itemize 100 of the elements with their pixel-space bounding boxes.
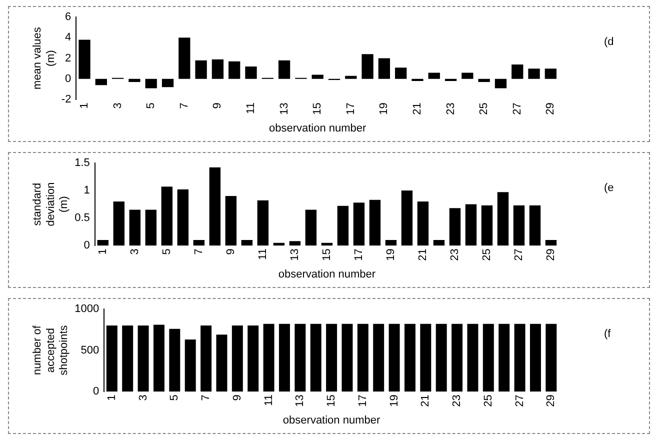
x-tick-label: 23 (451, 394, 464, 407)
bar (257, 200, 269, 246)
bar (449, 208, 461, 246)
y-tick-label: 1 (84, 184, 90, 197)
bar (228, 61, 240, 79)
bar (494, 78, 507, 88)
x-tick-label: 7 (178, 102, 190, 109)
bar (512, 64, 524, 79)
bar (145, 78, 157, 88)
bar (462, 72, 474, 79)
x-tick-label: 23 (444, 102, 457, 115)
bar (546, 324, 557, 392)
x-tick-label: 3 (137, 394, 150, 401)
x-tick-label: 19 (384, 248, 397, 261)
bar (128, 78, 140, 82)
y-axis-title: mean values (m) (32, 26, 57, 90)
bar (248, 326, 259, 392)
bar (401, 190, 413, 246)
bar (145, 210, 157, 246)
bar (420, 324, 432, 392)
x-tick-label: 13 (278, 102, 290, 115)
bar (184, 340, 196, 392)
bar (378, 58, 390, 79)
text: (f (604, 328, 612, 340)
bar (209, 167, 221, 246)
y-tick-label: 1000 (74, 303, 100, 316)
bar (177, 189, 189, 246)
bar (97, 240, 108, 246)
y-tick-label: 2 (65, 52, 72, 64)
x-tick-label: 27 (514, 394, 526, 407)
x-tick-label: 25 (481, 248, 494, 261)
bar (433, 240, 445, 246)
bar (245, 66, 257, 79)
x-tick-label: 21 (417, 248, 429, 261)
bar (263, 324, 274, 392)
x-tick-label: 21 (420, 394, 432, 407)
bar (353, 202, 365, 246)
bar (465, 204, 477, 246)
bar (122, 326, 134, 392)
x-tick-label: 5 (145, 102, 158, 109)
bar (385, 240, 397, 246)
bar (310, 324, 322, 392)
x-tick-label: 25 (482, 394, 494, 407)
x-tick-label: 9 (231, 394, 244, 401)
y-tick-label: 0 (84, 240, 90, 252)
bar (497, 192, 509, 246)
bar (428, 72, 440, 79)
bar (544, 68, 557, 79)
bar (357, 324, 368, 392)
x-tick-label: 15 (312, 102, 324, 115)
x-tick-label: 19 (378, 102, 390, 115)
bar (138, 326, 149, 392)
x-tick-label: 7 (192, 248, 205, 255)
y-tick-label: 4 (65, 32, 72, 44)
bar (342, 324, 353, 392)
x-tick-label: 23 (449, 248, 462, 261)
x-tick-label: 17 (356, 394, 369, 407)
x-tick-label: 3 (112, 102, 124, 109)
x-tick-label: 29 (544, 102, 557, 115)
x-tick-label: 1 (106, 394, 118, 401)
bar (498, 324, 510, 392)
y-tick-label: 0.5 (74, 212, 90, 224)
bar (513, 205, 525, 246)
x-tick-label: 5 (160, 248, 173, 255)
bar (113, 202, 124, 246)
bar (178, 38, 190, 79)
bar (232, 326, 243, 392)
bar (294, 324, 306, 392)
bar (162, 78, 174, 88)
bar (312, 74, 324, 79)
y-tick-label: 0 (92, 386, 100, 398)
x-tick-label: 21 (412, 102, 424, 115)
x-axis-title: observation number (282, 414, 380, 426)
bar (278, 324, 290, 392)
x-tick-label: 1 (96, 248, 109, 255)
bar (216, 334, 228, 392)
bar (529, 205, 541, 246)
bar (404, 324, 416, 392)
bar (169, 328, 180, 392)
y-tick-label: 500 (80, 344, 100, 356)
x-tick-label: 19 (388, 394, 400, 407)
bar (528, 68, 540, 79)
x-tick-label: 11 (262, 394, 275, 406)
bar (478, 78, 490, 82)
x-tick-label: 3 (128, 248, 141, 255)
x-tick-label: 25 (478, 102, 490, 115)
x-tick-label: 13 (288, 248, 301, 261)
x-tick-label: 9 (212, 102, 224, 109)
bar (482, 324, 494, 392)
bar (195, 60, 207, 79)
y-axis-title: standard deviation (m) (32, 182, 70, 226)
y-tick-label: 0 (65, 72, 72, 85)
bar (200, 326, 212, 392)
bar (78, 40, 90, 79)
bar (530, 324, 541, 392)
bar (95, 78, 107, 86)
y-tick-label: 1.5 (74, 157, 90, 170)
bar (153, 324, 164, 392)
x-axis-title: observation number (278, 268, 376, 280)
x-tick-label: 13 (294, 394, 306, 407)
